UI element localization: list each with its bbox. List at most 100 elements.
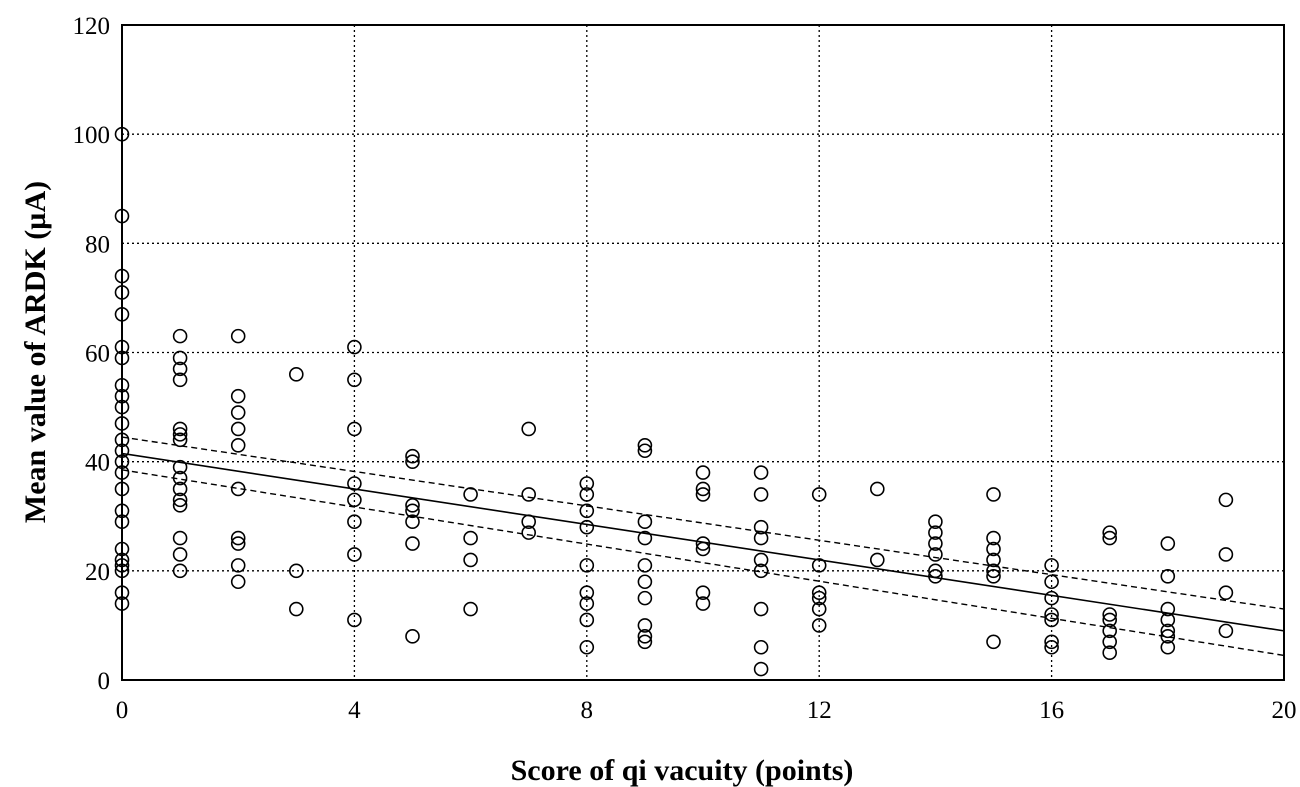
data-point bbox=[579, 639, 595, 655]
data-point bbox=[1102, 525, 1117, 540]
data-point bbox=[172, 459, 188, 475]
data-point bbox=[753, 639, 769, 655]
x-tick-label: 0 bbox=[116, 697, 129, 724]
data-point bbox=[753, 552, 769, 568]
data-point bbox=[637, 618, 653, 633]
data-point bbox=[114, 541, 130, 557]
data-point bbox=[1044, 634, 1059, 650]
data-point bbox=[114, 377, 130, 393]
data-point bbox=[463, 487, 478, 502]
data-point bbox=[114, 563, 130, 579]
y-tick-label: 80 bbox=[85, 231, 110, 258]
data-point bbox=[637, 634, 653, 650]
data-point bbox=[695, 465, 711, 480]
plot-frame bbox=[121, 24, 1285, 681]
data-point bbox=[405, 454, 420, 469]
data-points bbox=[114, 126, 1234, 677]
y-tick-label: 60 bbox=[85, 341, 110, 368]
data-point bbox=[811, 585, 827, 600]
data-point bbox=[405, 536, 420, 551]
data-point bbox=[579, 612, 595, 628]
data-point bbox=[114, 388, 130, 404]
data-point bbox=[114, 503, 130, 519]
data-point bbox=[928, 563, 943, 579]
data-point bbox=[1160, 639, 1176, 655]
data-point bbox=[986, 530, 1001, 546]
data-point bbox=[1160, 601, 1176, 617]
data-point bbox=[114, 465, 130, 480]
data-point bbox=[1218, 492, 1234, 508]
data-point bbox=[753, 519, 769, 535]
data-point bbox=[172, 563, 188, 579]
data-point bbox=[288, 563, 304, 579]
data-point bbox=[1044, 639, 1059, 655]
x-tick-label: 4 bbox=[348, 697, 361, 724]
data-point bbox=[753, 530, 769, 546]
data-point bbox=[811, 590, 827, 606]
y-axis-title: Mean value of ARDK (µA) bbox=[19, 181, 52, 523]
data-point bbox=[1044, 558, 1059, 573]
data-point bbox=[695, 481, 711, 497]
data-point bbox=[114, 306, 130, 322]
data-point bbox=[695, 596, 711, 611]
data-point bbox=[114, 558, 130, 573]
data-point bbox=[1044, 612, 1059, 628]
x-tick-label: 8 bbox=[581, 697, 594, 724]
data-point bbox=[637, 530, 653, 546]
y-tick-label: 20 bbox=[85, 559, 110, 586]
data-point bbox=[579, 503, 595, 519]
data-point bbox=[1102, 634, 1117, 650]
confidence-band-lower bbox=[121, 469, 1285, 657]
data-point bbox=[1102, 612, 1117, 628]
data-point bbox=[172, 470, 188, 486]
data-point bbox=[637, 443, 653, 459]
x-tick-label: 16 bbox=[1039, 697, 1064, 724]
data-point bbox=[114, 432, 130, 448]
data-point bbox=[811, 558, 827, 573]
data-point bbox=[114, 399, 130, 415]
data-point bbox=[521, 487, 537, 502]
data-point bbox=[521, 514, 537, 530]
data-point bbox=[347, 476, 362, 491]
data-point bbox=[405, 448, 420, 464]
data-point bbox=[521, 421, 537, 437]
data-point bbox=[928, 525, 943, 540]
data-point bbox=[172, 498, 188, 513]
data-point bbox=[695, 487, 711, 502]
data-point bbox=[463, 552, 478, 568]
data-point bbox=[579, 519, 595, 535]
data-point bbox=[695, 541, 711, 557]
data-point bbox=[114, 454, 130, 469]
data-point bbox=[1160, 629, 1176, 644]
data-point bbox=[172, 328, 188, 344]
data-point bbox=[172, 372, 188, 388]
data-point bbox=[986, 568, 1001, 584]
data-point bbox=[230, 536, 246, 551]
data-point bbox=[230, 530, 246, 546]
data-point bbox=[579, 585, 595, 600]
data-point bbox=[230, 328, 246, 344]
data-point bbox=[637, 629, 653, 644]
data-point bbox=[114, 416, 130, 431]
data-point bbox=[463, 530, 478, 546]
data-point bbox=[986, 487, 1001, 502]
data-point bbox=[172, 427, 188, 442]
grid-lines bbox=[122, 25, 1284, 680]
y-tick-label: 100 bbox=[73, 122, 111, 149]
data-point bbox=[986, 552, 1001, 568]
data-point bbox=[114, 552, 130, 568]
data-point bbox=[1160, 568, 1176, 584]
data-point bbox=[347, 514, 362, 530]
data-point bbox=[405, 503, 420, 519]
data-point bbox=[695, 536, 711, 551]
data-point bbox=[347, 492, 362, 508]
data-point bbox=[637, 558, 653, 573]
data-point bbox=[288, 601, 304, 617]
data-point bbox=[230, 481, 246, 497]
data-point bbox=[1102, 623, 1117, 639]
data-point bbox=[114, 350, 130, 366]
data-point bbox=[405, 629, 420, 644]
data-point bbox=[811, 487, 827, 502]
data-point bbox=[928, 568, 943, 584]
data-point bbox=[347, 421, 362, 437]
